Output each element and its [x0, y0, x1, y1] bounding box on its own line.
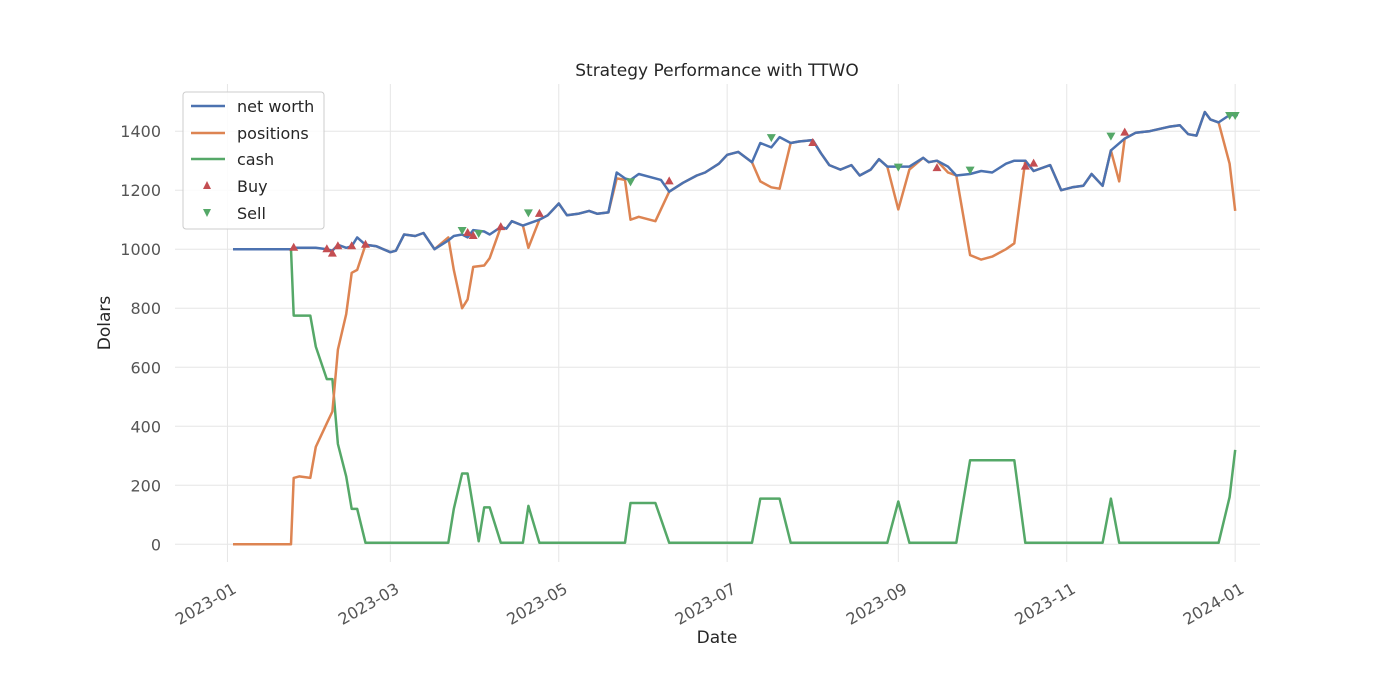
- marker-layer: [289, 111, 1240, 257]
- legend-label-net-worth: net worth: [237, 97, 314, 116]
- y-tick-label: 800: [130, 299, 161, 318]
- buy-marker: [289, 242, 299, 251]
- buy-marker: [1120, 127, 1130, 136]
- x-tick-label: 2023-01: [172, 579, 239, 629]
- sell-marker: [474, 230, 484, 239]
- x-axis-label: Date: [697, 628, 738, 648]
- sell-marker: [523, 209, 533, 218]
- x-tick-label: 2024-01: [1180, 579, 1247, 629]
- buy-marker: [327, 248, 337, 257]
- buy-marker: [664, 176, 674, 185]
- buy-marker: [1020, 161, 1030, 170]
- legend-swatch-sell: [203, 209, 211, 217]
- series-line-positions: [233, 110, 1237, 546]
- sell-marker: [766, 134, 776, 143]
- buy-marker: [808, 138, 818, 147]
- legend: net worth positions cash Buy Sell: [182, 91, 325, 230]
- sell-marker: [893, 163, 903, 172]
- x-tick-label: 2023-11: [1011, 579, 1078, 629]
- y-tick-label: 600: [130, 358, 161, 377]
- legend-swatch-buy: [203, 181, 211, 189]
- series-layer: [233, 110, 1238, 546]
- y-tick-label: 0: [151, 535, 161, 554]
- buy-marker: [468, 230, 478, 239]
- buy-marker: [347, 241, 357, 250]
- buy-marker: [463, 228, 473, 237]
- chart-title: Strategy Performance with TTWO: [575, 61, 859, 81]
- sell-marker: [965, 166, 975, 175]
- y-tick-label: 200: [130, 476, 161, 495]
- buy-marker: [1029, 158, 1039, 167]
- legend-label-buy: Buy: [237, 177, 268, 196]
- y-tick-label: 400: [130, 417, 161, 436]
- legend-label-sell: Sell: [237, 204, 266, 223]
- legend-label-cash: cash: [237, 150, 274, 169]
- sell-marker: [1230, 111, 1240, 120]
- buy-marker: [534, 208, 544, 217]
- x-tick-label: 2023-07: [672, 579, 739, 629]
- y-axis-label: Dolars: [95, 296, 115, 351]
- buy-marker: [322, 244, 332, 253]
- y-tick-label: 1200: [120, 181, 161, 200]
- buy-marker: [496, 222, 506, 231]
- buy-marker: [932, 163, 942, 172]
- x-tick-label: 2023-09: [843, 579, 910, 629]
- series-line-cash: [233, 247, 1237, 545]
- sell-marker: [1106, 132, 1116, 141]
- grid: [175, 84, 1260, 562]
- x-tick-label: 2023-05: [503, 579, 570, 629]
- legend-label-positions: positions: [237, 124, 309, 143]
- buy-marker: [333, 241, 343, 250]
- sell-marker: [626, 178, 636, 187]
- x-tick-label: 2023-03: [335, 579, 402, 629]
- sell-marker: [457, 227, 467, 236]
- legend-frame: [182, 91, 325, 230]
- buy-marker: [360, 239, 370, 248]
- y-tick-label: 1000: [120, 240, 161, 259]
- series-line-net-worth: [233, 110, 1238, 254]
- y-tick-label: 1400: [120, 122, 161, 141]
